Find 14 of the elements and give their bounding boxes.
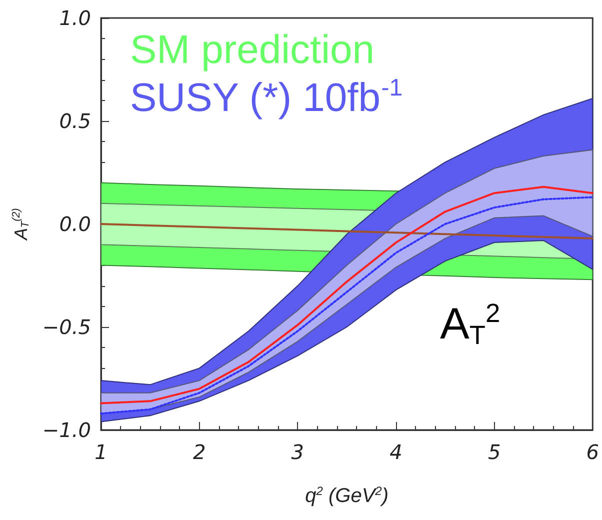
legend-label: SM prediction xyxy=(130,28,375,72)
x-tick-label: 3 xyxy=(291,440,304,464)
y-tick-label: −0.5 xyxy=(42,315,91,339)
x-tick-label: 1 xyxy=(94,440,108,464)
x-tick-label: 2 xyxy=(192,440,206,464)
x-tick-label: 6 xyxy=(586,440,600,464)
x-tick-label: 4 xyxy=(390,440,402,464)
y-tick-label: 0.5 xyxy=(59,109,91,133)
y-tick-label: 0.0 xyxy=(59,212,91,236)
line-series xyxy=(100,223,594,240)
y-tick-label: 1.0 xyxy=(59,6,91,30)
y-tick-label: −1.0 xyxy=(42,418,91,442)
x-tick-label: 5 xyxy=(488,440,501,464)
y-axis-title: AT(2) xyxy=(10,208,32,241)
